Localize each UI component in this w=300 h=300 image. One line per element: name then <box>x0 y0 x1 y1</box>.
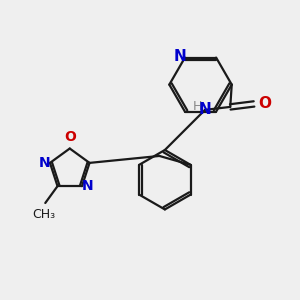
Text: N: N <box>199 102 212 117</box>
Text: N: N <box>82 179 93 193</box>
Text: H: H <box>193 100 202 113</box>
Text: N: N <box>174 49 187 64</box>
Text: O: O <box>258 96 271 111</box>
Text: O: O <box>64 130 76 144</box>
Text: CH₃: CH₃ <box>32 208 56 221</box>
Text: N: N <box>39 156 50 170</box>
